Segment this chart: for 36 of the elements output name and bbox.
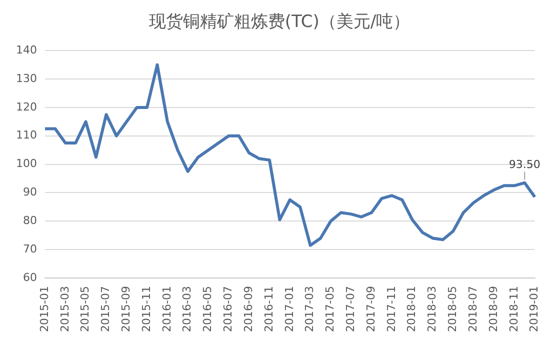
y-tick-label: 90: [22, 186, 37, 199]
x-tick-label: 2015-09: [119, 286, 132, 332]
y-tick-label: 140: [16, 43, 37, 56]
y-tick-label: 120: [16, 100, 37, 114]
x-tick-label: 2015-01: [38, 286, 51, 332]
x-tick-label: 2016-11: [262, 286, 276, 332]
y-tick-label: 60: [22, 270, 37, 284]
x-tick-label: 2017-07: [344, 286, 357, 332]
x-tick-label: 2017-05: [324, 286, 337, 332]
x-tick-label: 2017-09: [364, 286, 378, 332]
x-tick-label: 2017-03: [303, 286, 316, 332]
x-tick-label: 2015-05: [78, 286, 92, 332]
y-tick-label: 130: [16, 72, 37, 85]
x-tick-label: 2018-07: [466, 286, 480, 332]
y-tick-label: 110: [16, 128, 37, 142]
chart-title: 现货铜精矿粗炼费(TC)（美元/吨）: [148, 11, 412, 34]
x-tick-label: 2016-01: [160, 286, 174, 332]
x-tick-label: 2018-05: [446, 286, 460, 332]
x-tick-label: 2018-11: [507, 286, 520, 332]
x-tick-label: 2015-11: [140, 286, 153, 332]
x-tick-label: 2018-01: [405, 286, 418, 332]
y-tick-label: 80: [22, 214, 37, 228]
x-tick-label: 2019-01: [528, 286, 541, 332]
x-tick-label: 2018-03: [426, 286, 439, 332]
x-tick-label: 2016-03: [180, 286, 194, 332]
y-tick-label: 70: [22, 242, 37, 256]
x-tick-label: 2016-09: [242, 286, 255, 332]
x-tick-label: 2016-07: [222, 286, 235, 332]
x-tick-label: 2015-03: [58, 286, 72, 332]
x-tick-label: 2017-01: [282, 286, 296, 332]
x-tick-label: 2017-11: [384, 286, 398, 332]
x-tick-label: 2018-09: [486, 286, 500, 332]
x-tick-label: 2016-05: [201, 286, 214, 332]
x-tick-label: 2015-07: [99, 286, 112, 332]
y-tick-label: 100: [16, 157, 37, 170]
data-label: 93.50: [508, 158, 540, 172]
